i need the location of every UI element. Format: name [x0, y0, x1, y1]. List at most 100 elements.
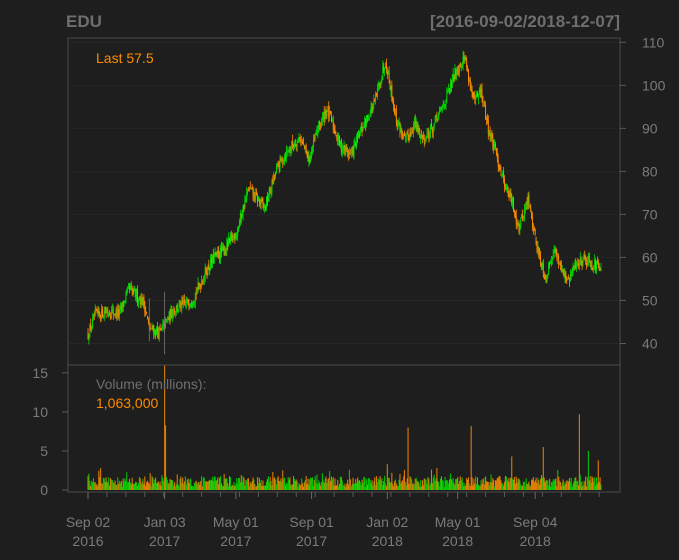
candle-body [279, 157, 281, 169]
candle-body [310, 155, 312, 163]
candle-body [153, 329, 155, 335]
candle-body [516, 222, 518, 224]
candle-body [593, 266, 595, 270]
candle-body [523, 209, 525, 219]
candle-body [431, 128, 433, 134]
candle-body [545, 280, 547, 283]
candle-body [595, 260, 597, 270]
candle [107, 306, 109, 317]
candle-body [520, 219, 522, 226]
candle-body [174, 309, 176, 313]
candle [518, 219, 520, 235]
candle-body [480, 88, 482, 98]
candle-body [112, 310, 114, 315]
candle [360, 122, 362, 133]
candle-body [431, 124, 432, 127]
candle [236, 232, 238, 241]
candle [288, 146, 290, 157]
candle [320, 122, 322, 131]
candle-body [156, 327, 158, 333]
candle [140, 292, 142, 309]
x-tick-label-year: 2017 [149, 533, 180, 549]
candle [330, 110, 331, 115]
candle-body [269, 188, 271, 192]
candle-body [505, 185, 507, 190]
candle-body [193, 301, 194, 306]
candle-body [355, 143, 357, 147]
candle [325, 105, 327, 120]
candle-body [243, 205, 245, 210]
candle-body [446, 91, 448, 101]
candle-body [242, 205, 244, 217]
candle-body [387, 71, 389, 75]
candle [596, 260, 597, 275]
candle [211, 253, 212, 269]
candle [527, 192, 529, 209]
candle-body [196, 290, 198, 294]
candle-body [147, 315, 148, 319]
candle [361, 121, 363, 137]
candle [382, 60, 384, 80]
candle-body [146, 312, 148, 315]
candle [211, 254, 213, 269]
candle [297, 137, 299, 143]
candle-body [267, 198, 269, 202]
candle-body [175, 311, 176, 313]
candle [175, 311, 176, 318]
candle [137, 285, 139, 307]
candle-body [444, 104, 446, 106]
candle-body [347, 150, 349, 153]
candle [218, 245, 220, 260]
candle [422, 131, 424, 140]
candle-body [167, 318, 169, 321]
candle [578, 258, 579, 270]
candle-body [264, 205, 266, 208]
candle [238, 225, 240, 233]
candle-body [271, 180, 273, 193]
candle-body [559, 261, 560, 263]
candle-body [211, 258, 212, 263]
candle-body [303, 146, 305, 150]
candle-body [128, 285, 130, 287]
candle-body [481, 88, 483, 98]
candle-body [345, 146, 347, 151]
candle [587, 252, 589, 267]
candle-body [173, 309, 175, 317]
candle [202, 275, 204, 286]
candle-body [504, 187, 506, 189]
candle [424, 138, 426, 145]
candle-body [278, 165, 280, 169]
candle [417, 121, 419, 136]
candle [216, 250, 218, 259]
candle [240, 213, 242, 224]
candle [299, 136, 301, 143]
candle [483, 101, 485, 107]
candle-body [92, 315, 94, 318]
candle [269, 185, 271, 194]
candle-body [335, 135, 337, 137]
candle-body [245, 197, 247, 202]
candle [275, 171, 276, 180]
candle [235, 232, 237, 240]
candle-body [415, 122, 417, 127]
candle-body [425, 135, 427, 142]
candle [524, 203, 526, 215]
candle-body [248, 186, 250, 192]
candle-body [156, 328, 157, 334]
candle-body [130, 286, 132, 288]
candle-body [432, 126, 434, 133]
candle-body [362, 128, 364, 130]
candle [373, 94, 375, 110]
candle [570, 270, 572, 281]
candle-body [280, 157, 282, 161]
candle-body [466, 60, 468, 68]
candle [302, 138, 304, 145]
x-axis: Sep 02 2016 Jan 03 2017 May 01 2017 Sep 01 2017… [66, 492, 600, 549]
candle-body [484, 104, 486, 106]
candle [403, 133, 405, 140]
candle-body [582, 259, 584, 263]
candle [531, 210, 533, 220]
candle [321, 117, 322, 128]
candle [335, 131, 337, 137]
candle [345, 143, 347, 156]
